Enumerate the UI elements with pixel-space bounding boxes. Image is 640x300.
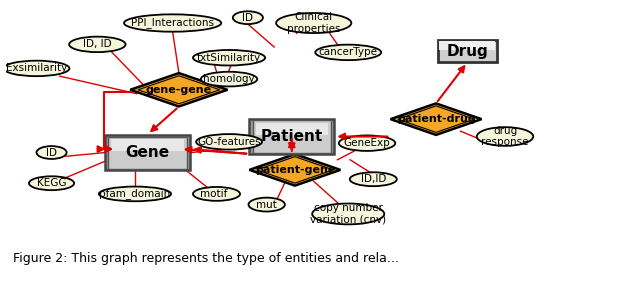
Ellipse shape xyxy=(233,11,263,24)
Text: patient-gene: patient-gene xyxy=(255,165,335,175)
Text: Patient: Patient xyxy=(260,129,323,144)
Text: homology: homology xyxy=(204,74,255,84)
Ellipse shape xyxy=(4,61,69,76)
Ellipse shape xyxy=(69,37,125,52)
Text: ID: ID xyxy=(243,13,253,23)
Text: GO-features: GO-features xyxy=(197,137,261,147)
Text: Gene: Gene xyxy=(125,145,170,160)
Text: ID: ID xyxy=(46,148,57,158)
Ellipse shape xyxy=(201,72,257,86)
Text: txtSimilarity: txtSimilarity xyxy=(197,53,261,63)
Ellipse shape xyxy=(339,135,396,151)
Text: copy number
variation (cnv): copy number variation (cnv) xyxy=(310,203,387,225)
Polygon shape xyxy=(131,73,227,106)
Ellipse shape xyxy=(316,45,381,60)
Text: PPI_Interactions: PPI_Interactions xyxy=(131,18,214,28)
Text: drug
response: drug response xyxy=(481,126,529,147)
Text: Exsimilarity: Exsimilarity xyxy=(6,63,67,74)
FancyBboxPatch shape xyxy=(108,136,187,169)
FancyBboxPatch shape xyxy=(438,40,497,62)
Text: ID, ID: ID, ID xyxy=(83,39,111,50)
Ellipse shape xyxy=(248,198,285,212)
Ellipse shape xyxy=(276,13,351,33)
Ellipse shape xyxy=(36,146,67,159)
Text: pfam_domain: pfam_domain xyxy=(99,188,171,200)
Text: Clinical
properties: Clinical properties xyxy=(287,12,340,34)
Ellipse shape xyxy=(124,14,221,32)
FancyBboxPatch shape xyxy=(256,123,328,135)
Text: motif_: motif_ xyxy=(200,188,233,200)
FancyBboxPatch shape xyxy=(440,41,495,50)
Polygon shape xyxy=(250,154,340,186)
Text: mut: mut xyxy=(256,200,277,210)
Text: gene-gene: gene-gene xyxy=(146,85,212,95)
Ellipse shape xyxy=(312,203,384,224)
Text: Drug: Drug xyxy=(447,44,488,59)
Ellipse shape xyxy=(350,172,397,186)
Text: GeneExp: GeneExp xyxy=(344,138,390,148)
Text: ID,ID: ID,ID xyxy=(360,174,386,184)
Text: Figure 2: This graph represents the type of entities and rela...: Figure 2: This graph represents the type… xyxy=(13,252,399,265)
FancyBboxPatch shape xyxy=(250,119,334,154)
FancyBboxPatch shape xyxy=(253,121,331,152)
Text: KEGG: KEGG xyxy=(37,178,67,188)
Ellipse shape xyxy=(196,134,262,150)
Ellipse shape xyxy=(477,127,533,146)
Ellipse shape xyxy=(193,50,265,65)
Ellipse shape xyxy=(29,176,74,190)
Ellipse shape xyxy=(99,187,171,201)
Polygon shape xyxy=(390,103,481,135)
FancyBboxPatch shape xyxy=(105,135,190,170)
Text: patient-drug: patient-drug xyxy=(397,114,476,124)
FancyBboxPatch shape xyxy=(111,139,184,151)
Ellipse shape xyxy=(193,187,240,201)
Text: cancerType: cancerType xyxy=(319,47,378,57)
